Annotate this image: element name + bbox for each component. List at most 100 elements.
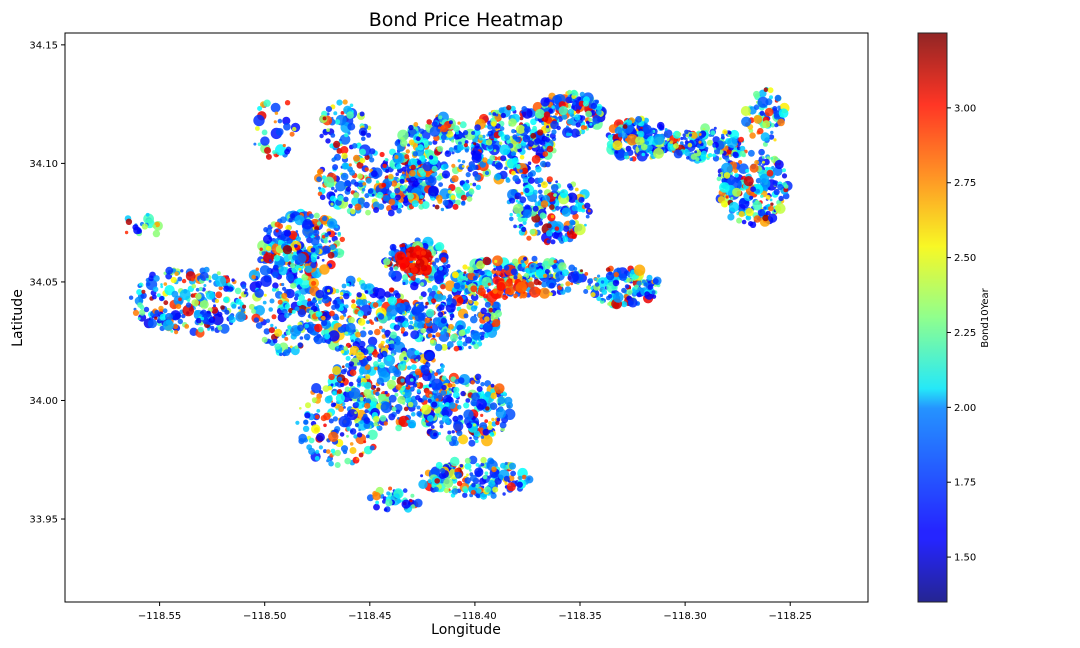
scatter-point [596, 105, 602, 111]
scatter-point [416, 389, 421, 393]
scatter-point [544, 161, 551, 168]
scatter-point [584, 202, 591, 209]
scatter-point [376, 387, 381, 392]
scatter-point [474, 301, 479, 306]
scatter-point [341, 283, 347, 289]
scatter-point [476, 386, 483, 392]
scatter-point [552, 94, 562, 105]
scatter-point [745, 168, 750, 173]
scatter-point [773, 138, 777, 142]
scatter-point [424, 317, 431, 324]
scatter-point [231, 278, 235, 282]
scatter-point [530, 132, 537, 139]
scatter-point [708, 153, 713, 158]
scatter-point [191, 299, 199, 307]
scatter-point [291, 309, 296, 314]
scatter-point [340, 350, 345, 354]
scatter-point [481, 138, 487, 144]
x-axis-ticks: −118.55 −118.50 −118.45 −118.40 −118.35 −118.… [138, 602, 812, 622]
scatter-point [273, 120, 277, 124]
scatter-point [626, 288, 633, 295]
scatter-point [410, 281, 419, 291]
scatter-point [612, 140, 623, 151]
scatter-point [389, 331, 397, 339]
scatter-point [684, 137, 688, 141]
scatter-point [383, 508, 388, 512]
scatter-point [448, 120, 453, 125]
scatter-point [136, 289, 143, 296]
colorbar-tick-label: 3.00 [954, 103, 976, 114]
scatter-point [541, 281, 548, 288]
scatter-point [748, 149, 755, 157]
scatter-point [288, 217, 293, 223]
scatter-point [441, 384, 447, 391]
scatter-point [260, 275, 272, 287]
scatter-point [372, 287, 380, 294]
scatter-point [479, 477, 487, 485]
scatter-point [571, 89, 578, 96]
scatter-point [294, 214, 305, 226]
scatter-point [519, 154, 525, 160]
scatter-point [475, 493, 481, 499]
scatter-point [328, 330, 340, 342]
scatter-point [333, 111, 338, 116]
scatter-point [489, 155, 496, 161]
scatter-point [349, 369, 357, 377]
scatter-point [644, 291, 650, 297]
scatter-point [635, 116, 642, 123]
scatter-point [468, 188, 475, 195]
scatter-point [540, 200, 549, 208]
scatter-point [358, 367, 364, 374]
scatter-point [443, 328, 447, 333]
scatter-point [349, 398, 353, 402]
scatter-point [777, 183, 784, 191]
scatter-point [479, 335, 485, 341]
scatter-point [590, 292, 596, 298]
scatter-point [273, 228, 282, 237]
scatter-point [296, 253, 307, 264]
scatter-point [427, 182, 430, 185]
scatter-point [579, 91, 585, 97]
scatter-point [527, 171, 534, 178]
scatter-point [434, 372, 438, 377]
scatter-point [281, 334, 286, 339]
scatter-point [311, 257, 317, 263]
scatter-point [622, 124, 628, 129]
scatter-point [480, 270, 485, 276]
scatter-point [290, 262, 296, 269]
scatter-point [268, 327, 275, 334]
scatter-point [582, 100, 589, 107]
scatter-point [393, 488, 404, 499]
scatter-point [402, 320, 409, 328]
scatter-point [452, 466, 456, 470]
scatter-point [636, 292, 642, 298]
scatter-point [160, 285, 164, 289]
scatter-point [284, 336, 289, 341]
scatter-point [607, 134, 614, 141]
scatter-point [437, 145, 444, 152]
scatter-point [343, 196, 349, 202]
scatter-point [529, 228, 536, 235]
scatter-point [274, 343, 282, 350]
scatter-point [318, 300, 322, 305]
scatter-point [158, 305, 164, 312]
scatter-point [626, 119, 633, 126]
scatter-point [450, 333, 458, 342]
x-tick-label: −118.55 [138, 611, 181, 622]
scatter-point [479, 332, 483, 336]
scatter-point [310, 262, 317, 269]
scatter-point [260, 258, 264, 262]
scatter-point [546, 125, 550, 129]
scatter-point [438, 401, 443, 406]
scatter-point [567, 271, 579, 283]
scatter-point [360, 283, 368, 290]
scatter-point [451, 383, 456, 388]
scatter-point [282, 116, 291, 125]
colorbar-tick-label: 2.75 [954, 178, 976, 189]
scatter-point [308, 309, 314, 315]
scatter-point [439, 468, 446, 474]
scatter-point [425, 351, 435, 361]
scatter-point [244, 288, 248, 292]
scatter-point [284, 304, 290, 309]
scatter-point [636, 125, 640, 129]
